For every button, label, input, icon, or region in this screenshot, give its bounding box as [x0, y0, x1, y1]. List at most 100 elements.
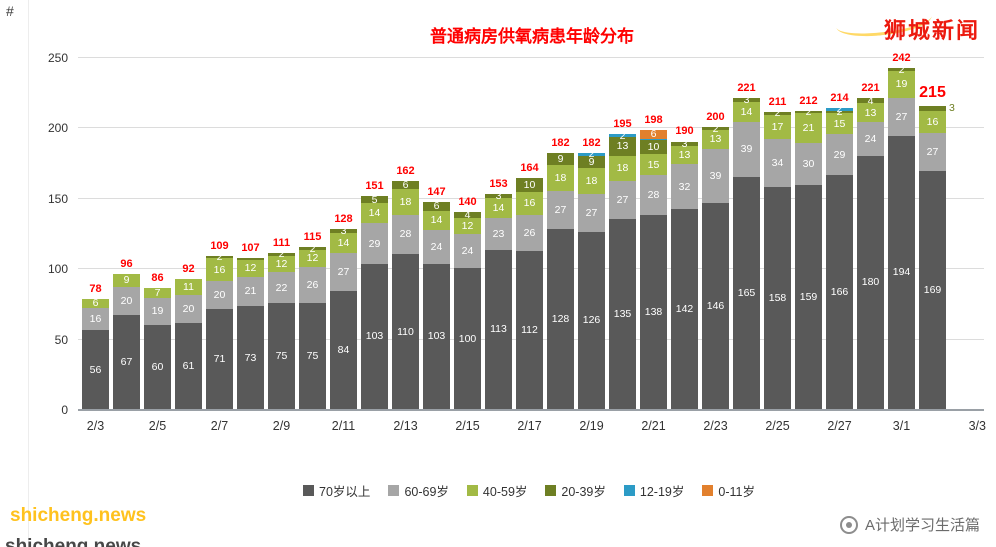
- segment-value: 110: [397, 325, 414, 338]
- segment-value: 4: [464, 208, 471, 221]
- segment-20-39岁: 3: [919, 103, 955, 114]
- total-label: 182: [551, 136, 570, 149]
- y-axis-label: 0: [61, 403, 68, 417]
- x-tick: 2/5: [148, 419, 167, 433]
- bar-2/17: 112 26 16 10 164 2/17: [516, 59, 543, 433]
- segment-40-59岁: 14: [330, 233, 357, 253]
- segment-20-39岁: 3: [671, 137, 698, 150]
- legend-swatch: [545, 485, 557, 496]
- segment-70岁以上: 128: [547, 228, 574, 409]
- x-tick: 2/11: [331, 419, 356, 433]
- segment-20-39岁: 6: [392, 180, 419, 190]
- bar-2/19: 126 27 18 9 2 182 2/19: [578, 59, 605, 433]
- segment-70岁以上: 113: [485, 249, 512, 409]
- watermark-shicheng-news-clipped: shicheng.news: [5, 536, 142, 547]
- segment-70岁以上: 56: [82, 330, 109, 409]
- segment-value: 61: [182, 360, 195, 373]
- segment-60-69岁: 27: [609, 180, 636, 219]
- chart-title: 普通病房供氧病患年龄分布: [430, 27, 634, 46]
- segment-value: 142: [675, 303, 694, 316]
- y-axis-label: 250: [47, 51, 68, 65]
- segment-value: 23: [492, 227, 505, 240]
- segment-value: 26: [306, 279, 319, 292]
- legend-label: 60-69岁: [404, 485, 449, 499]
- total-label: 147: [427, 186, 446, 199]
- segment-70岁以上: 112: [516, 251, 543, 409]
- segment-value: 67: [120, 355, 133, 368]
- segment-value: 3: [495, 189, 502, 202]
- segment-70岁以上: 75: [299, 303, 326, 409]
- x-tick: 2/7: [210, 419, 229, 433]
- segment-70岁以上: 75: [268, 303, 295, 409]
- segment-value: 75: [275, 350, 288, 363]
- total-label: 195: [613, 118, 632, 131]
- bar-2/4: 67 20 9 96: [113, 59, 140, 409]
- bar-2/18: 128 27 18 9 182: [547, 59, 574, 409]
- segment-60-69岁: 32: [671, 164, 698, 210]
- segment-20-39岁: 2: [299, 243, 326, 254]
- segment-60-69岁: 39: [733, 121, 760, 177]
- segment-60-69岁: 34: [764, 138, 791, 187]
- segment-value: 19: [151, 305, 164, 318]
- segment-value: 27: [585, 206, 598, 219]
- segment-70岁以上: 73: [237, 306, 264, 409]
- plot-wrap: 0 50 100 150 200 250 56 16 6 78 2/3 67 20 9 96 60 19 7 86…: [34, 51, 986, 433]
- plot-area: 56 16 6 78 2/3 67 20 9 96 60 19 7 86 2/5 61 20 11 92 71 20 1…: [78, 52, 986, 433]
- segment-40-59岁: 12: [299, 249, 326, 267]
- segment-20-39岁: 13: [609, 137, 636, 156]
- watermark-shicheng-news-cn: 狮城新闻: [883, 18, 980, 43]
- segment-60-69岁: 26: [516, 214, 543, 252]
- segment-value: 12: [461, 219, 474, 232]
- segment-value: 56: [89, 363, 102, 376]
- segment-value: 15: [833, 117, 846, 130]
- segment-value: 27: [926, 146, 939, 159]
- segment-value: 27: [895, 110, 908, 123]
- segment-40-59岁: 15: [640, 154, 667, 176]
- segment-value: 24: [864, 132, 877, 145]
- bar-2/5: 60 19 7 86 2/5: [144, 59, 171, 433]
- segment-value: 29: [833, 148, 846, 161]
- segment-20-39岁: 10: [640, 140, 667, 155]
- segment-70岁以上: 103: [423, 263, 450, 409]
- segment-40-59岁: 16: [919, 110, 946, 134]
- segment-60-69岁: 22: [268, 272, 295, 304]
- segment-value: 13: [864, 106, 877, 119]
- segment-20-39岁: 6: [423, 201, 450, 212]
- segment-value: 20: [120, 294, 133, 307]
- segment-60-69岁: 20: [206, 280, 233, 310]
- segment-60-69岁: 24: [857, 121, 884, 156]
- segment-60-69岁: 27: [888, 97, 915, 136]
- segment-12-19岁: [640, 138, 667, 141]
- bar-2/22: 142 32 13 3 190: [671, 59, 698, 409]
- segment-20-39岁: 2: [206, 252, 233, 262]
- segment-value: 113: [490, 323, 507, 336]
- segment-value: 29: [368, 237, 381, 250]
- segment-value: 11: [183, 281, 194, 294]
- segment-40-59岁: 13: [857, 103, 884, 122]
- segment-40-59岁: 7: [144, 288, 171, 298]
- total-label: 164: [520, 162, 539, 175]
- segment-70岁以上: 61: [175, 323, 202, 409]
- bar-2/9: 75 22 12 2 111 2/9: [268, 59, 295, 433]
- segment-value: 3: [681, 137, 688, 150]
- segment-60-69岁: 27: [578, 193, 605, 232]
- total-label: 151: [365, 180, 384, 193]
- corner-hash-glyph: #: [6, 3, 14, 19]
- total-label: 96: [120, 257, 133, 270]
- segment-20-39岁: 3: [330, 224, 357, 237]
- bar-2/13: 110 28 18 6 162 2/13: [392, 59, 419, 433]
- total-label: 221: [737, 81, 756, 94]
- segment-value: 71: [213, 353, 226, 366]
- segment-70岁以上: 165: [733, 176, 760, 409]
- segment-60-69岁: 27: [919, 133, 946, 172]
- segment-value: 3: [340, 224, 347, 237]
- segment-60-69岁: 24: [423, 230, 450, 264]
- segment-value: 14: [337, 236, 350, 249]
- legend-label: 12-19岁: [639, 485, 685, 499]
- segment-60-69岁: 20: [175, 294, 202, 324]
- segment-value: 24: [461, 245, 474, 258]
- segment-40-59岁: 14: [485, 197, 512, 218]
- total-label: 140: [458, 195, 477, 208]
- segment-value: 2: [805, 105, 812, 118]
- segment-value: 2: [836, 105, 843, 118]
